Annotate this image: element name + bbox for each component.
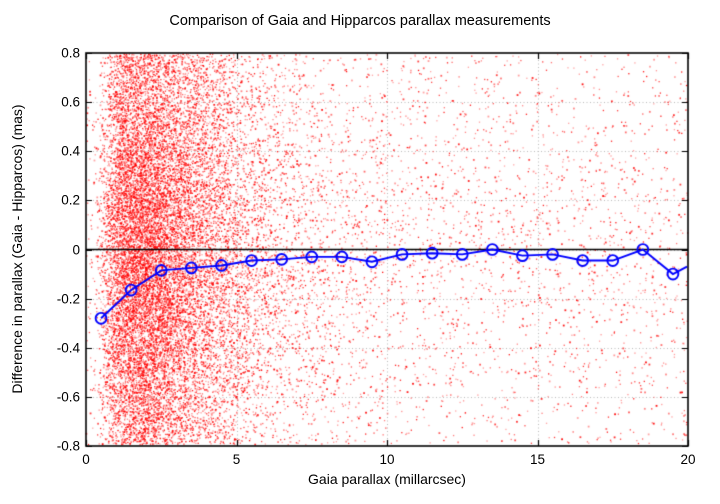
x-tick-label-20: 20	[680, 452, 696, 467]
y-tick-label-0.8: 0.8	[61, 45, 80, 61]
x-tick-label-0: 0	[82, 452, 90, 467]
x-axis-label: Gaia parallax (millarcsec)	[308, 471, 466, 487]
x-tick-label-15: 15	[529, 452, 546, 467]
x-tick-label-5: 5	[232, 452, 241, 467]
x-tick-label-10: 10	[379, 452, 395, 467]
y-tick-label--0.4: -0.4	[56, 340, 80, 356]
y-tick-label--0.2: -0.2	[56, 291, 80, 307]
y-axis-label: Difference in parallax (Gaia - Hipparcos…	[9, 104, 25, 394]
chart-title: Comparison of Gaia and Hipparcos paralla…	[169, 13, 551, 29]
y-tick-label-0.2: 0.2	[61, 192, 80, 208]
y-tick-label-0.4: 0.4	[61, 143, 80, 159]
y-tick-label-0: 0	[72, 242, 80, 257]
y-tick-label--0.6: -0.6	[56, 389, 80, 405]
y-tick-label--0.8: -0.8	[56, 438, 80, 454]
y-tick-label-0.6: 0.6	[61, 94, 80, 110]
